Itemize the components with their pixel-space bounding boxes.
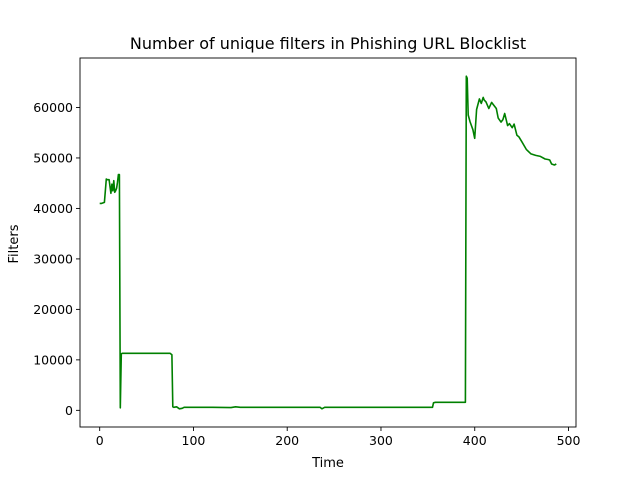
x-axis: 0 100 200 300 400 500 — [96, 427, 581, 448]
plot-frame — [79, 57, 577, 428]
plot-background — [80, 58, 576, 427]
x-tick-label: 400 — [463, 433, 487, 448]
x-tick-label: 300 — [369, 433, 393, 448]
x-axis-label: Time — [311, 456, 344, 471]
y-tick-label: 50000 — [33, 150, 73, 165]
x-tick-label: 100 — [182, 433, 206, 448]
series-line-0 — [99, 75, 557, 410]
chart-title: Number of unique filters in Phishing URL… — [130, 34, 526, 53]
y-tick-label: 30000 — [33, 251, 73, 266]
y-tick-label: 40000 — [33, 201, 73, 216]
y-tick-label: 0 — [65, 403, 73, 418]
x-tick-label: 200 — [275, 433, 299, 448]
x-tick-label: 500 — [557, 433, 581, 448]
y-axis-label: Filters — [7, 224, 22, 263]
y-tick-label: 60000 — [33, 100, 73, 115]
x-tick-label: 0 — [96, 433, 104, 448]
y-axis: 0 10000 20000 30000 40000 50000 60000 — [33, 100, 80, 418]
plot-area — [79, 57, 577, 428]
y-tick-label: 20000 — [33, 302, 73, 317]
y-tick-label: 10000 — [33, 352, 73, 367]
